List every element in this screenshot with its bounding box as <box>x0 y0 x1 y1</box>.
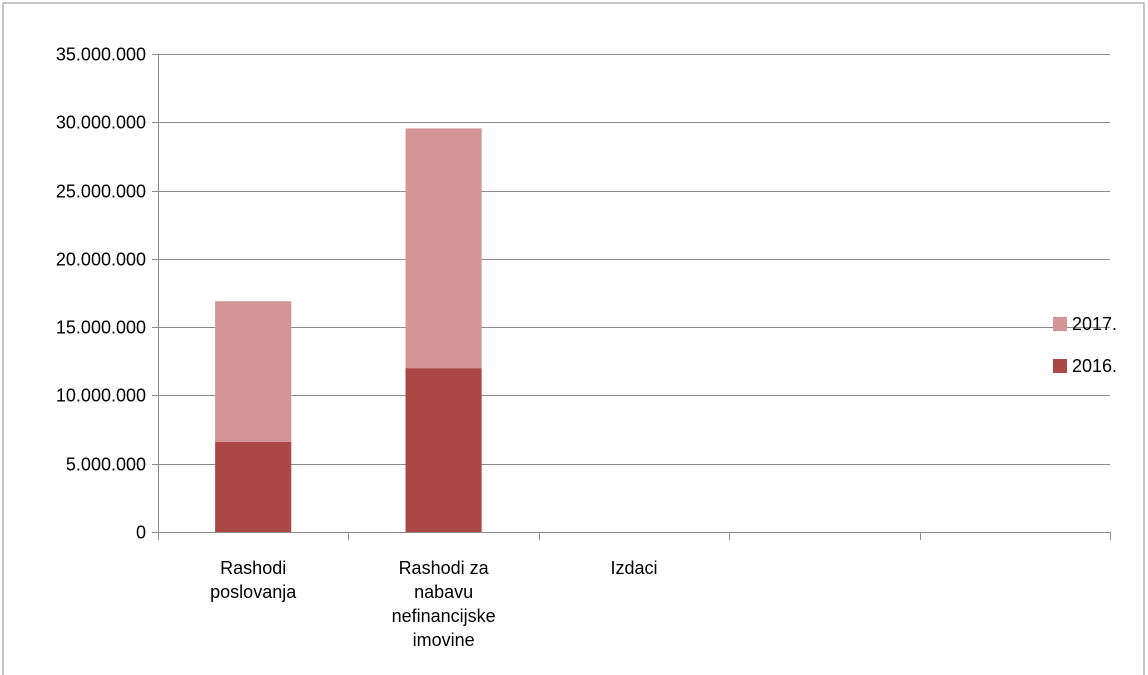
legend-label: 2017. <box>1072 314 1117 334</box>
y-tick-label: 30.000.000 <box>56 113 146 133</box>
category-label: Rashodi za nabavu nefinancijske imovine <box>392 558 496 650</box>
y-tick-label: 10.000.000 <box>56 386 146 406</box>
y-tick-label: 5.000.000 <box>66 455 146 475</box>
y-tick-label: 0 <box>136 523 146 543</box>
legend-swatch <box>1053 317 1067 331</box>
legend-swatch <box>1053 359 1067 373</box>
category-label: Rashodi poslovanja <box>210 558 297 602</box>
legend: 2017. 2016. <box>1053 314 1117 376</box>
bar-2016-1 <box>405 368 482 532</box>
y-tick-label: 15.000.000 <box>56 318 146 338</box>
bars <box>215 128 482 532</box>
bar-2017-0 <box>215 301 292 442</box>
category-label: Izdaci <box>610 558 657 578</box>
y-tick-label: 25.000.000 <box>56 182 146 202</box>
bar-2016-0 <box>215 441 292 532</box>
y-tick-label: 35.000.000 <box>56 45 146 65</box>
bar-2017-1 <box>405 128 482 369</box>
y-tick-label: 20.000.000 <box>56 250 146 270</box>
axes: 0 5.000.000 10.000.000 15.000.000 20.000.000… <box>56 45 1111 650</box>
legend-label: 2016. <box>1072 356 1117 376</box>
